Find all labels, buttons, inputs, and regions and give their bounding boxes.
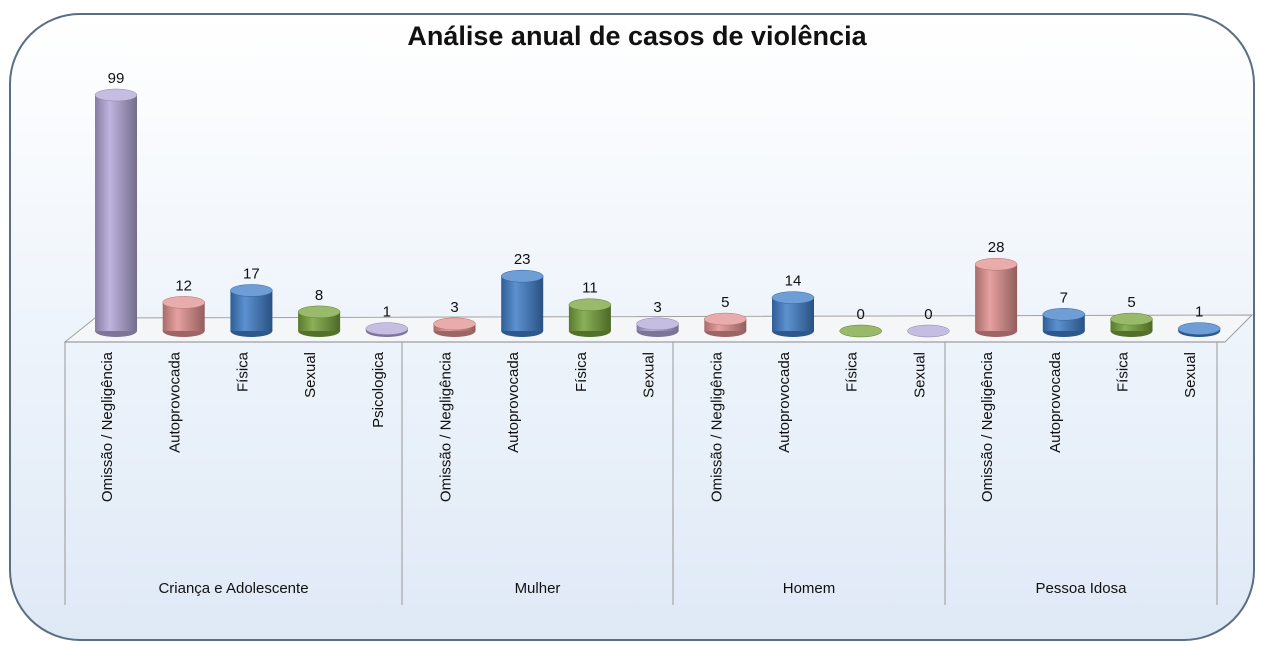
category-label: Omissão / Negligência [979,351,996,502]
bar [297,305,341,337]
category-label: Autoprovocada [776,351,793,453]
value-label: 0 [924,306,932,323]
value-label: 12 [175,277,192,294]
category-label: Sexual [1182,352,1199,398]
bar-top [636,317,679,331]
category-label: Física [234,351,251,392]
value-label: 1 [1195,304,1203,321]
bar-body [95,95,137,331]
bar-top [365,322,409,335]
chart-title: Análise anual de casos de violência [407,21,867,51]
category-label: Sexual [641,352,658,398]
bar-top [433,317,476,331]
bar [1110,312,1153,337]
bar [1177,322,1221,337]
value-label: 3 [450,299,458,316]
value-label: 28 [988,239,1005,256]
bar-top [1110,312,1153,326]
bar-top [1042,308,1086,321]
bar-top [568,298,612,312]
category-label: Física [573,351,590,392]
bar [974,258,1018,337]
bar [568,298,612,337]
bar-body [501,276,544,331]
bar [162,296,205,337]
group-label: Pessoa Idosa [1036,580,1128,597]
category-label: Física [844,351,861,392]
bar-top [704,312,747,326]
bar [94,88,138,337]
category-label: Autoprovocada [505,351,522,453]
bar-top [907,324,950,338]
bar [907,324,950,338]
value-label: 5 [721,294,729,311]
value-label: 23 [514,251,531,268]
group-label: Homem [783,580,836,597]
value-label: 8 [315,287,323,304]
bar-top [297,305,341,319]
value-label: 11 [582,280,598,297]
category-label: Sexual [302,352,319,398]
bar [1042,308,1086,337]
category-label: Física [1114,351,1131,392]
category-label: Autoprovocada [167,351,184,453]
bar-body [230,290,273,331]
bar-top [771,291,815,304]
bar-top [1177,322,1221,335]
bar [365,322,409,337]
bar-top [839,324,882,338]
value-label: 7 [1060,289,1068,306]
bar [636,317,679,337]
value-label: 3 [653,299,661,316]
value-label: 17 [243,265,260,282]
bar [704,312,747,337]
value-label: 14 [785,273,802,290]
category-label: Psicologica [370,351,387,428]
bar [771,291,815,337]
bar-top [500,269,544,283]
bar-top [230,284,273,297]
value-label: 5 [1127,294,1135,311]
bar [500,269,544,337]
bar-top [974,258,1018,271]
value-label: 0 [857,306,865,323]
bar-body [975,264,1018,331]
bar-top [162,296,205,309]
bar [839,324,882,338]
category-label: Sexual [911,352,928,398]
bar-top [94,88,138,102]
group-label: Criança e Adolescente [158,580,308,597]
bar [230,284,273,337]
category-label: Autoprovocada [1047,351,1064,453]
bar [433,317,476,337]
group-label: Mulher [515,580,561,597]
value-label: 1 [383,304,391,321]
category-label: Omissão / Negligência [437,351,454,502]
category-label: Omissão / Negligência [708,351,725,502]
value-label: 99 [108,70,125,87]
category-label: Omissão / Negligência [99,351,116,502]
